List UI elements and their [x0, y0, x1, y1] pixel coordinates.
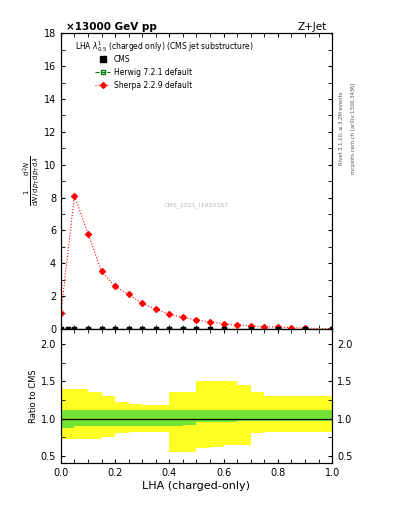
- Text: mcplots.cern.ch [arXiv:1306.3436]: mcplots.cern.ch [arXiv:1306.3436]: [351, 82, 356, 174]
- Text: ×13000 GeV pp: ×13000 GeV pp: [66, 22, 157, 32]
- Y-axis label: Ratio to CMS: Ratio to CMS: [29, 369, 38, 423]
- Text: Rivet 3.1.10, ≥ 3.2M events: Rivet 3.1.10, ≥ 3.2M events: [339, 91, 344, 165]
- Y-axis label: $\frac{1}{\mathrm{d}N\,/\,\mathrm{d}p_\mathrm{T}}\frac{\mathrm{d}^2 N}{\mathrm{d: $\frac{1}{\mathrm{d}N\,/\,\mathrm{d}p_\m…: [22, 156, 42, 206]
- Text: Z+Jet: Z+Jet: [298, 22, 327, 32]
- Text: CMS_2021_I1920187: CMS_2021_I1920187: [164, 202, 229, 208]
- Legend: CMS, Herwig 7.2.1 default, Sherpa 2.2.9 default: CMS, Herwig 7.2.1 default, Sherpa 2.2.9 …: [92, 52, 195, 93]
- X-axis label: LHA (charged-only): LHA (charged-only): [143, 481, 250, 491]
- Text: LHA $\lambda^{1}_{0.5}$ (charged only) (CMS jet substructure): LHA $\lambda^{1}_{0.5}$ (charged only) (…: [75, 39, 253, 54]
